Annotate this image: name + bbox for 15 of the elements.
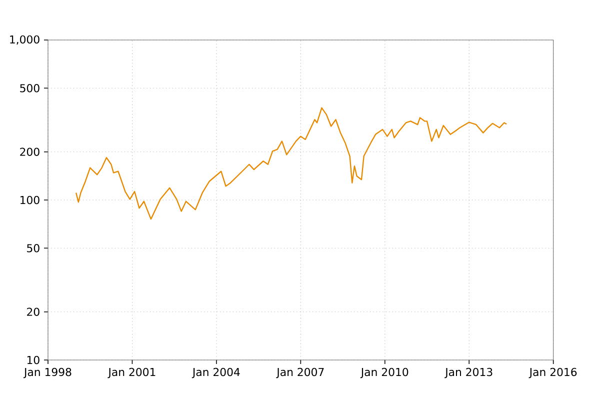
- y-tick-label: 200: [20, 148, 40, 156]
- line-series: [75, 107, 508, 220]
- y-tick-label: 50: [27, 244, 40, 252]
- x-tick-label: Jan 2007: [276, 368, 324, 378]
- x-tick-label: Jan 2001: [108, 368, 156, 378]
- y-tick-label: 20: [27, 308, 40, 316]
- x-tick-label: Jan 1998: [23, 368, 72, 378]
- x-tick-label: Jan 2004: [192, 368, 240, 378]
- y-tick-label: 10: [27, 356, 40, 364]
- y-tick-label: 500: [20, 84, 40, 92]
- x-tick-label: Jan 2013: [444, 368, 492, 378]
- y-tick-label: 1,000: [10, 35, 40, 45]
- x-tick-label: Jan 2010: [360, 368, 408, 378]
- x-tick-label: Jan 2016: [528, 368, 577, 378]
- y-tick-label: 100: [20, 196, 40, 204]
